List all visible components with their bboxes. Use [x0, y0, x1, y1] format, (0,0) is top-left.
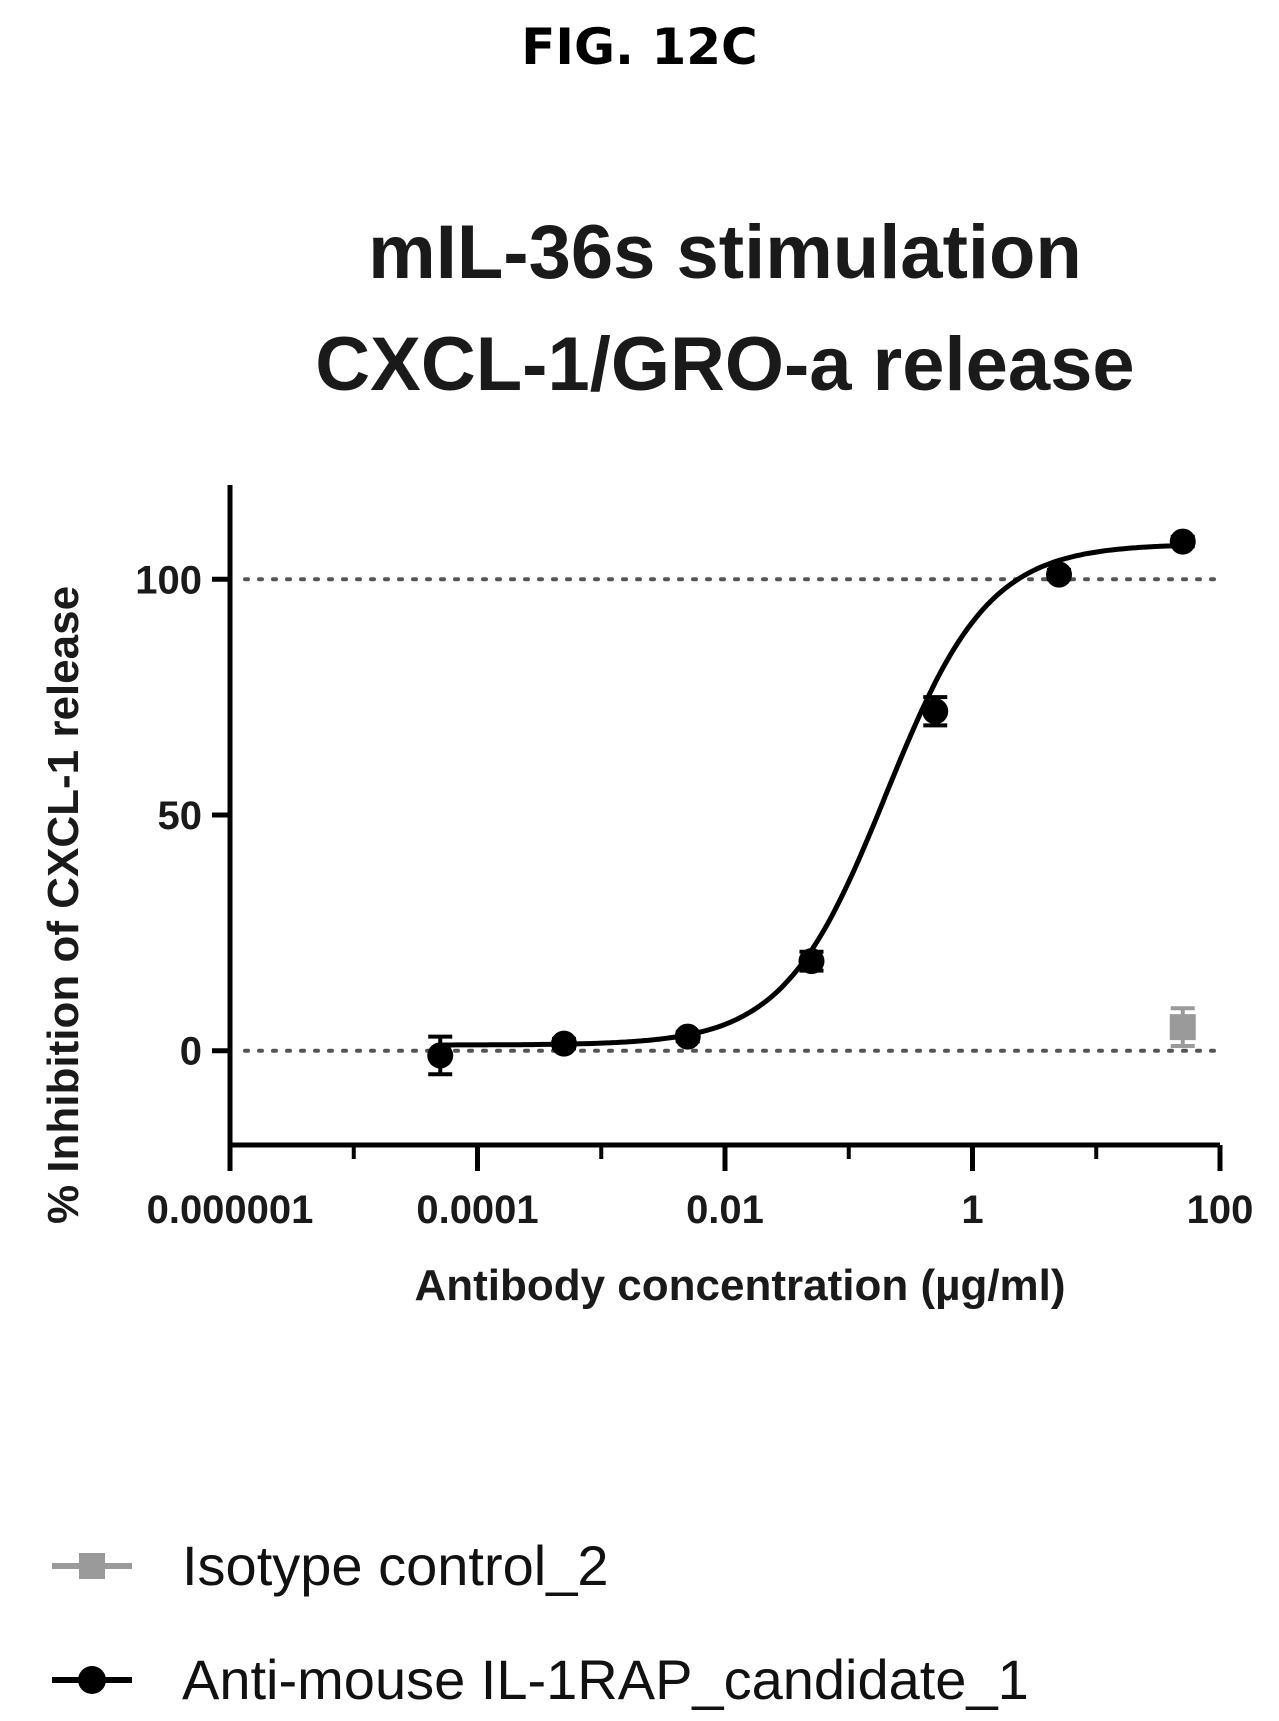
legend-marker: [78, 1666, 106, 1694]
x-tick-label: 0.01: [686, 1188, 764, 1232]
y-tick-label: 50: [158, 794, 203, 838]
y-tick-label: 100: [135, 558, 202, 602]
data-point: [1169, 1014, 1196, 1041]
x-axis-label: Antibody concentration (µg/ml): [414, 1261, 1065, 1310]
y-tick-label: 0: [180, 1030, 202, 1074]
data-point: [550, 1030, 577, 1057]
chart-title-line: CXCL-1/GRO-a release: [315, 322, 1134, 407]
data-point: [798, 948, 825, 975]
chart-title: mIL-36s stimulation CXCL-1/GRO-a release: [315, 210, 1134, 407]
x-tick-label: 0.000001: [147, 1188, 314, 1232]
chart-title-line: mIL-36s stimulation: [368, 210, 1082, 295]
legend: Isotype control_2 Anti-mouse IL-1RAP_cand…: [52, 1534, 1029, 1711]
y-axis-label: % Inhibition of CXCL-1 release: [39, 586, 88, 1224]
data-point: [427, 1042, 454, 1069]
data-point: [1045, 561, 1072, 588]
reference-lines: [243, 577, 1222, 1053]
x-tick-label: 100: [1187, 1188, 1254, 1232]
data-point: [922, 698, 949, 725]
legend-marker: [79, 1553, 105, 1579]
data-points: [427, 528, 1196, 1077]
legend-label: Anti-mouse IL-1RAP_candidate_1: [182, 1648, 1029, 1711]
x-tick-label: 1: [961, 1188, 983, 1232]
axes: 0 50 100 0.000001 0.0001 0.01 1 100 Antibody con…: [39, 485, 1253, 1310]
data-point: [1169, 528, 1196, 555]
x-tick-label: 0.0001: [416, 1188, 538, 1232]
data-point: [674, 1023, 701, 1050]
legend-label: Isotype control_2: [182, 1534, 608, 1597]
figure-label: FIG. 12C: [521, 18, 758, 76]
